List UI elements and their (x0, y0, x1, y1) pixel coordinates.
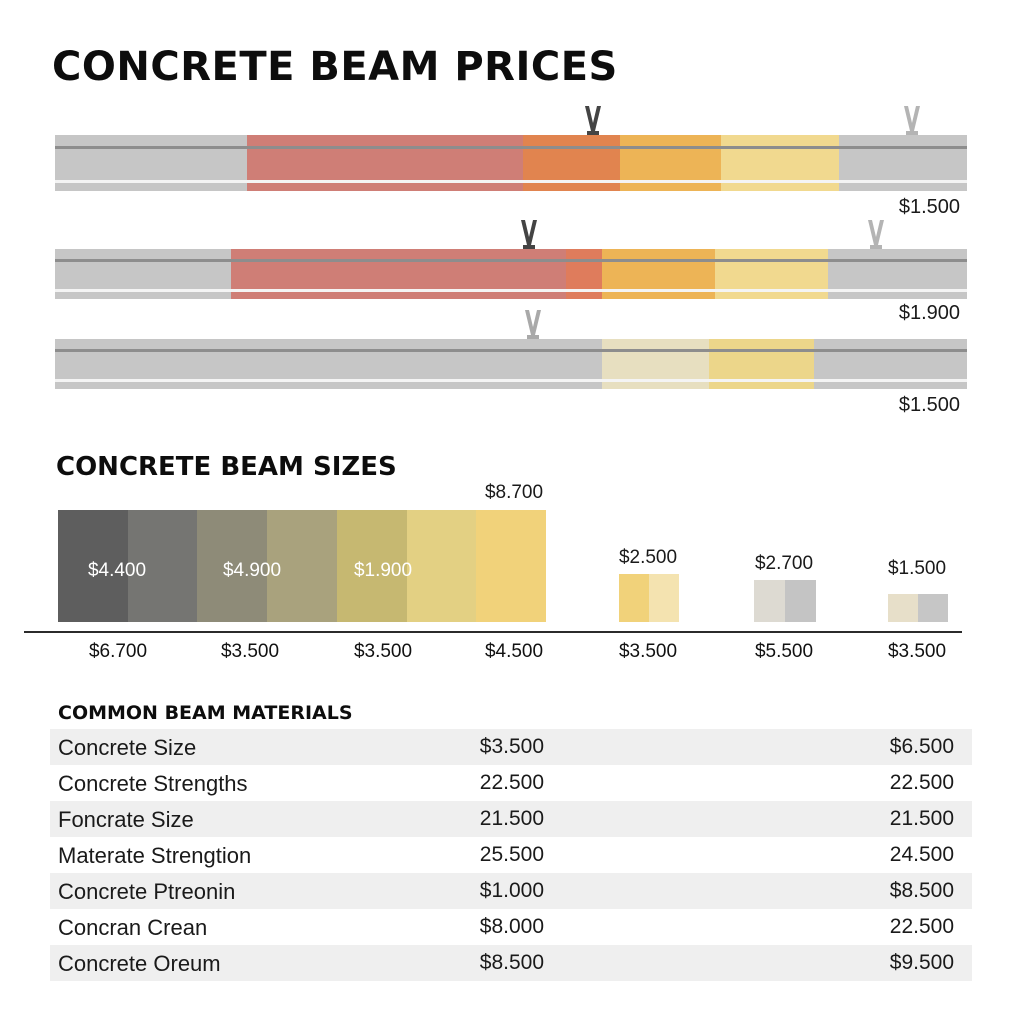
beam-marker-icon (584, 105, 602, 137)
table-row: Foncrate Size 21.500 21.500 (50, 801, 972, 837)
stacked-bar-segment (58, 510, 129, 622)
beam-marker-icon (867, 219, 885, 251)
stacked-bar-segment (267, 510, 338, 622)
material-value-1: $8.500 (479, 951, 544, 974)
beam-highlight-line (55, 180, 967, 183)
material-value-2: $6.500 (889, 735, 954, 758)
small-bar-label: $1.500 (887, 558, 947, 579)
tick-label: $6.700 (88, 641, 148, 662)
page-title: CONCRETE BEAM PRICES (52, 44, 618, 90)
tick-label: $3.500 (220, 641, 280, 662)
table-row: Concrete Ptreonin $1.000 $8.500 (50, 873, 972, 909)
beam-marker-icon (903, 105, 921, 137)
beam-price-label: $1.500 (898, 196, 960, 218)
stacked-bar-segment (406, 510, 477, 622)
tick-label: $3.500 (887, 641, 947, 662)
table-row: Concrete Size $3.500 $6.500 (50, 729, 972, 765)
materials-section-title: COMMON BEAM MATERIALS (58, 702, 353, 724)
stacked-bar-top-label: $8.700 (484, 482, 544, 503)
material-name: Concrete Oreum (58, 951, 221, 976)
small-size-bar (754, 580, 816, 622)
material-name: Foncrate Size (58, 807, 194, 832)
material-name: Concran Crean (58, 915, 208, 940)
material-value-1: $8.000 (479, 915, 544, 938)
material-name: Concrete Size (58, 735, 197, 760)
small-bar-segment (649, 574, 679, 622)
small-bar-segment (754, 580, 785, 622)
material-value-1: $3.500 (479, 735, 544, 758)
material-value-2: 22.500 (889, 771, 954, 794)
stacked-bar-segment (127, 510, 198, 622)
beam-edge-line (55, 349, 967, 352)
beam-price-label: $1.900 (898, 302, 960, 324)
table-row: Concrete Strengths 22.500 22.500 (50, 765, 972, 801)
stacked-bar-segment-label: $1.900 (353, 560, 413, 581)
beam-marker-icon (524, 309, 542, 341)
beam-track (55, 220, 967, 299)
material-value-1: 21.500 (479, 807, 544, 830)
tick-label: $5.500 (754, 641, 814, 662)
small-size-bar (888, 594, 948, 622)
beam-edge-line (55, 259, 967, 262)
material-value-1: 25.500 (479, 843, 544, 866)
small-bar-segment (785, 580, 816, 622)
stacked-bar-segment-label: $4.400 (87, 560, 147, 581)
material-value-2: 21.500 (889, 807, 954, 830)
material-value-1: 22.500 (479, 771, 544, 794)
beam-edge-line (55, 146, 967, 149)
material-value-1: $1.000 (479, 879, 544, 902)
small-bar-segment (619, 574, 649, 622)
small-bar-segment (888, 594, 918, 622)
small-bar-segment (918, 594, 948, 622)
small-bar-label: $2.500 (618, 547, 678, 568)
stacked-bar-segment (197, 510, 268, 622)
table-row: Concrete Oreum $8.500 $9.500 (50, 945, 972, 981)
beam-track (55, 310, 967, 389)
chart-baseline (24, 631, 962, 633)
material-value-2: $9.500 (889, 951, 954, 974)
table-row: Concran Crean $8.000 22.500 (50, 909, 972, 945)
beam-track (55, 106, 967, 191)
material-value-2: $8.500 (889, 879, 954, 902)
material-value-2: 22.500 (889, 915, 954, 938)
beam-marker-icon (520, 219, 538, 251)
stacked-bar-segment (476, 510, 547, 622)
stacked-size-bar (58, 510, 547, 622)
material-name: Concrete Strengths (58, 771, 248, 796)
stacked-bar-segment (336, 510, 408, 622)
material-name: Materate Strengtion (58, 843, 252, 868)
small-bar-label: $2.700 (754, 553, 814, 574)
beam-highlight-line (55, 289, 967, 292)
stacked-bar-segment-label: $4.900 (222, 560, 282, 581)
tick-label: $4.500 (484, 641, 544, 662)
material-name: Concrete Ptreonin (58, 879, 236, 904)
small-size-bar (619, 574, 679, 622)
tick-label: $3.500 (618, 641, 678, 662)
beam-price-label: $1.500 (898, 394, 960, 416)
beam-highlight-line (55, 379, 967, 382)
material-value-2: 24.500 (889, 843, 954, 866)
sizes-section-title: CONCRETE BEAM SIZES (56, 452, 397, 482)
table-row: Materate Strengtion 25.500 24.500 (50, 837, 972, 873)
tick-label: $3.500 (353, 641, 413, 662)
